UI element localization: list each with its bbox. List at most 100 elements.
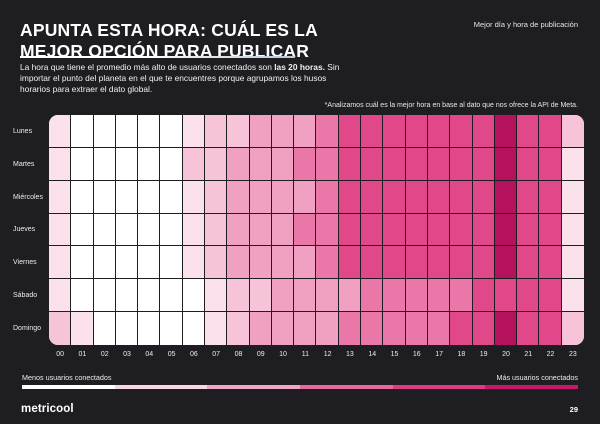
heatmap-cell bbox=[160, 180, 183, 214]
heatmap-cell bbox=[539, 147, 562, 181]
heatmap-cell bbox=[316, 312, 339, 345]
heatmap-cell bbox=[450, 180, 473, 214]
heatmap-cell bbox=[450, 246, 473, 280]
heatmap-cell bbox=[517, 147, 540, 181]
heatmap-cell bbox=[472, 147, 495, 181]
heatmap-cell bbox=[227, 312, 250, 345]
hour-label: 19 bbox=[479, 351, 488, 358]
heatmap-cell bbox=[427, 213, 451, 247]
hour-label: 06 bbox=[189, 351, 198, 358]
heatmap-cell bbox=[49, 213, 72, 247]
heatmap-cell bbox=[383, 147, 406, 181]
heatmap-cell bbox=[494, 246, 518, 280]
heatmap-cell bbox=[115, 115, 139, 148]
hour-label: 01 bbox=[78, 351, 87, 358]
heatmap-cell bbox=[450, 115, 473, 148]
heatmap-cell bbox=[517, 312, 540, 345]
hour-label: 07 bbox=[212, 351, 221, 358]
hour-label: 17 bbox=[435, 351, 443, 358]
heatmap-cell bbox=[405, 279, 428, 313]
heatmap-cell bbox=[405, 115, 428, 148]
heatmap-cell bbox=[494, 213, 518, 247]
heatmap-cell bbox=[561, 147, 584, 181]
hour-label: 21 bbox=[524, 351, 533, 358]
day-labels: Lunes Martes Miércoles Jueves Viernes Sábado D… bbox=[0, 115, 49, 345]
heatmap-cell bbox=[338, 115, 362, 148]
heatmap-cell bbox=[249, 279, 272, 313]
heatmap-cell bbox=[561, 246, 584, 280]
heatmap-cell bbox=[182, 115, 206, 148]
heatmap-cell bbox=[49, 115, 72, 148]
heatmap-cell bbox=[138, 115, 161, 148]
heatmap-cell bbox=[115, 312, 139, 345]
heatmap-cell bbox=[517, 115, 540, 148]
heatmap-cell bbox=[49, 147, 72, 181]
heatmap-cell bbox=[138, 213, 161, 247]
heatmap-cell bbox=[160, 213, 183, 247]
heatmap-cell bbox=[249, 246, 272, 280]
heatmap-cell bbox=[227, 147, 250, 181]
heatmap-cell bbox=[294, 312, 317, 345]
legend-swatch bbox=[207, 385, 301, 389]
heatmap-cell bbox=[271, 147, 295, 181]
heatmap-cell bbox=[338, 147, 362, 181]
title-line-2: MEJOR OPCIÓN PARA PUBLICAR bbox=[20, 41, 310, 61]
heatmap-cell bbox=[227, 213, 250, 247]
heatmap-cell bbox=[205, 147, 228, 181]
heatmap-cell bbox=[316, 279, 339, 313]
heatmap-cell bbox=[71, 246, 94, 280]
heatmap-cell bbox=[93, 279, 116, 313]
title-line-1: APUNTA ESTA HORA: CUÁL ES LA bbox=[20, 20, 318, 40]
hour-label: 04 bbox=[145, 351, 154, 358]
hour-label: 05 bbox=[167, 351, 176, 358]
heatmap-cell bbox=[517, 279, 540, 313]
heatmap-cell bbox=[49, 246, 72, 280]
heatmap-cell bbox=[361, 180, 384, 214]
hour-label: 23 bbox=[568, 351, 577, 358]
heatmap-cell bbox=[539, 180, 562, 214]
heatmap-cell bbox=[205, 115, 228, 148]
heatmap-cell bbox=[405, 180, 428, 214]
heatmap-cell bbox=[383, 213, 406, 247]
heatmap-cell bbox=[472, 115, 495, 148]
heatmap-cell bbox=[405, 213, 428, 247]
hour-label: 22 bbox=[546, 351, 555, 358]
heatmap-cell bbox=[361, 279, 384, 313]
heatmap-cell bbox=[450, 279, 473, 313]
heatmap-cell bbox=[71, 213, 94, 247]
heatmap-cell bbox=[472, 213, 495, 247]
heatmap-cell bbox=[227, 246, 250, 280]
heatmap-cell bbox=[249, 147, 272, 181]
heatmap-cell bbox=[338, 180, 362, 214]
heatmap bbox=[49, 115, 584, 345]
heatmap-cell bbox=[539, 213, 562, 247]
heatmap-cell bbox=[160, 279, 183, 313]
heatmap-cell bbox=[93, 180, 116, 214]
heatmap-cell bbox=[427, 180, 451, 214]
heatmap-cell bbox=[450, 147, 473, 181]
heatmap-cell bbox=[561, 213, 584, 247]
heatmap-cell bbox=[472, 180, 495, 214]
legend-swatch bbox=[392, 385, 486, 389]
heatmap-cell bbox=[361, 147, 384, 181]
heatmap-cell bbox=[539, 115, 562, 148]
heatmap-cell bbox=[383, 246, 406, 280]
heatmap-cell bbox=[294, 213, 317, 247]
heatmap-cell bbox=[249, 180, 272, 214]
heatmap-cell bbox=[427, 147, 451, 181]
heatmap-cell bbox=[93, 147, 116, 181]
heatmap-cell bbox=[160, 115, 183, 148]
heatmap-cell bbox=[182, 147, 206, 181]
intro-bold: las 20 horas. bbox=[274, 62, 325, 72]
heatmap-cell bbox=[427, 312, 451, 345]
intro-part-1: La hora que tiene el promedio más alto d… bbox=[20, 62, 275, 72]
heatmap-cell bbox=[405, 147, 428, 181]
heatmap-cell bbox=[93, 213, 116, 247]
hour-label: 11 bbox=[301, 351, 309, 358]
heatmap-cell bbox=[338, 246, 362, 280]
heatmap-cell bbox=[517, 213, 540, 247]
heatmap-cell bbox=[539, 246, 562, 280]
heatmap-cell bbox=[182, 246, 206, 280]
heatmap-cell bbox=[294, 180, 317, 214]
heatmap-cell bbox=[294, 115, 317, 148]
